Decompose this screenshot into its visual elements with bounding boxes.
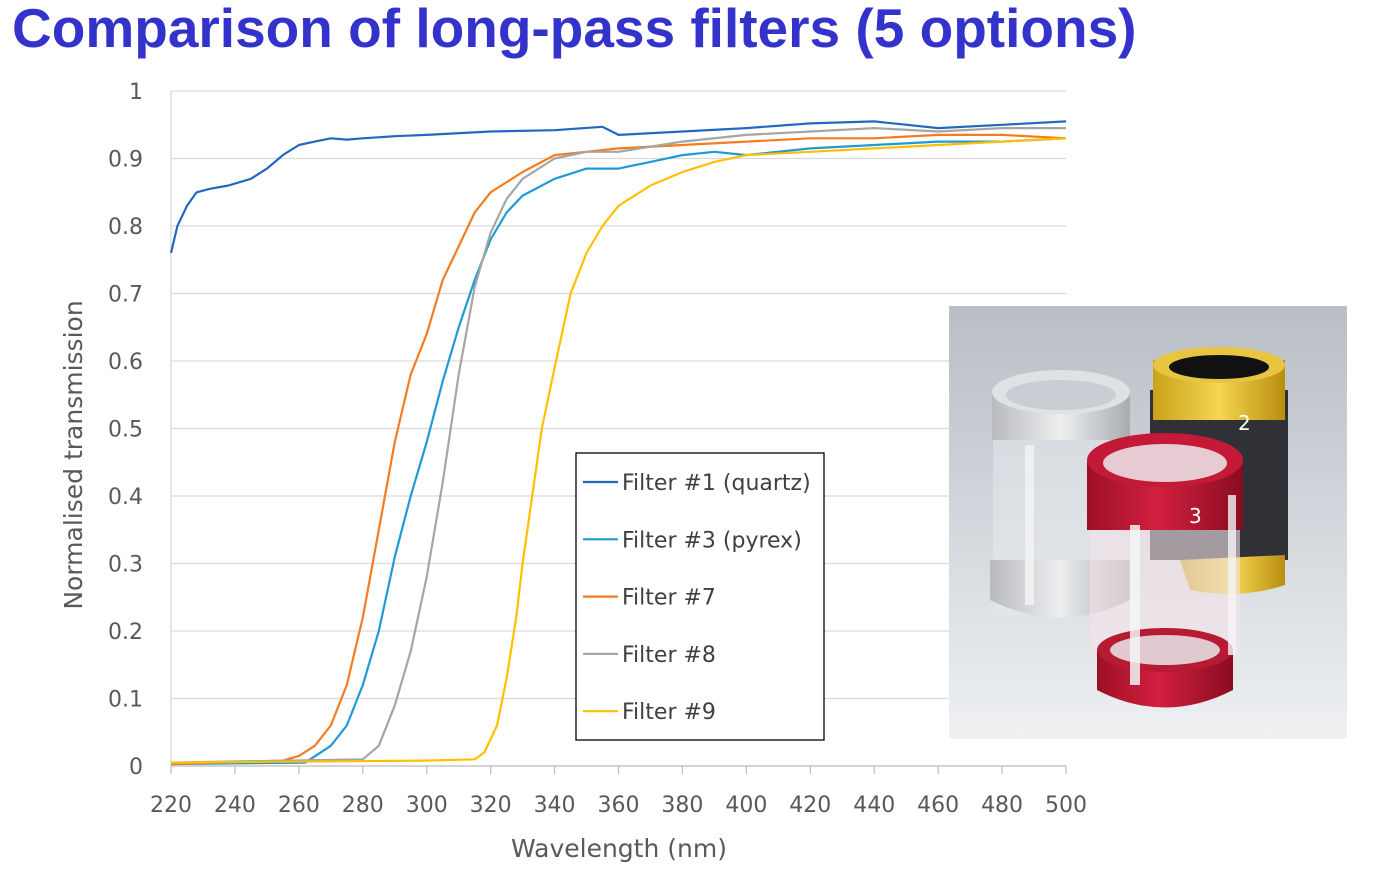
y-tick-label: 0.3 bbox=[108, 553, 143, 578]
photo-label-red: 3 bbox=[1189, 504, 1202, 528]
series-line-3 bbox=[170, 133, 1067, 766]
y-tick-label: 0.9 bbox=[108, 148, 143, 173]
legend-entry: Filter #8 bbox=[622, 643, 716, 668]
y-tick-label: 0 bbox=[129, 755, 143, 780]
photo-label-gold: 2 bbox=[1238, 411, 1251, 435]
y-tick-label: 0.2 bbox=[108, 620, 143, 645]
legend-entry: Filter #7 bbox=[622, 586, 716, 611]
x-tick-label: 240 bbox=[214, 793, 256, 818]
x-tick-label: 460 bbox=[917, 793, 959, 818]
y-tick-label: 1 bbox=[129, 80, 143, 105]
x-axis-label: Wavelength (nm) bbox=[511, 834, 727, 863]
x-tick-label: 220 bbox=[150, 793, 192, 818]
filter-holders-photo: 2 3 bbox=[949, 306, 1347, 739]
series-line-2 bbox=[170, 137, 1067, 766]
legend-entry: Filter #1 (quartz) bbox=[622, 471, 811, 496]
series-line-5 bbox=[170, 137, 1067, 764]
y-tick-label: 0.7 bbox=[108, 283, 143, 308]
x-tick-label: 480 bbox=[981, 793, 1023, 818]
legend-entry: Filter #9 bbox=[622, 700, 716, 725]
series-line-1 bbox=[169, 120, 1067, 254]
x-tick-label: 440 bbox=[853, 793, 895, 818]
x-tick-label: 280 bbox=[342, 793, 384, 818]
x-tick-label: 300 bbox=[406, 793, 448, 818]
legend: Filter #1 (quartz) Filter #3 (pyrex) Filte… bbox=[575, 452, 825, 741]
y-tick-label: 0.8 bbox=[108, 215, 143, 240]
x-tick-label: 400 bbox=[725, 793, 767, 818]
y-tick-label: 0.1 bbox=[108, 688, 143, 713]
series-line-4 bbox=[170, 127, 1066, 764]
x-tick-label: 420 bbox=[789, 793, 831, 818]
y-tick-label: 0.4 bbox=[108, 485, 143, 510]
x-tick-label: 500 bbox=[1045, 793, 1087, 818]
y-tick-label: 0.5 bbox=[108, 418, 143, 443]
x-tick-label: 380 bbox=[661, 793, 703, 818]
x-tick-label: 340 bbox=[534, 793, 576, 818]
x-tick-label: 260 bbox=[278, 793, 320, 818]
x-tick-label: 320 bbox=[470, 793, 512, 818]
page-title: Comparison of long-pass filters (5 optio… bbox=[12, 0, 1137, 59]
y-axis-label: Normalised transmission bbox=[59, 300, 88, 609]
x-tick-label: 360 bbox=[598, 793, 640, 818]
y-tick-label: 0.6 bbox=[108, 350, 143, 375]
legend-entry: Filter #3 (pyrex) bbox=[622, 528, 802, 553]
